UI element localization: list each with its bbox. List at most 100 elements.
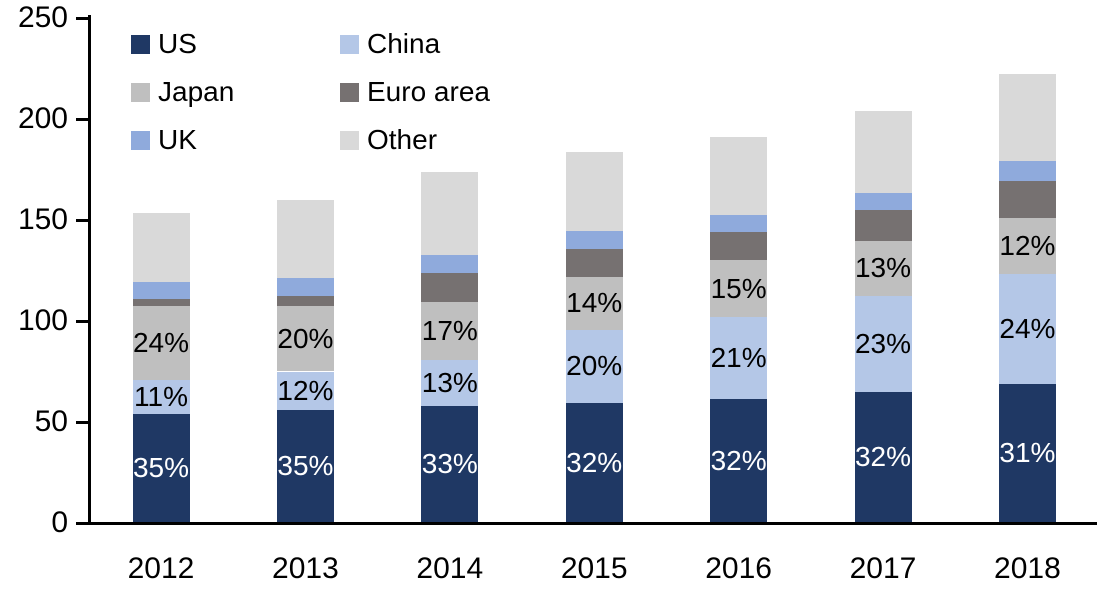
- segment-euro-area-2017: [854, 209, 912, 242]
- segment-japan-2017: [854, 241, 912, 296]
- legend-swatch-us-icon: [131, 34, 150, 54]
- y-tick-label-0: 0: [51, 506, 68, 539]
- legend-label-us: US: [158, 28, 197, 59]
- y-tick-250: [76, 16, 91, 20]
- segment-label-china-2017: 23%: [854, 327, 912, 359]
- segment-label-us-2018: 31%: [999, 437, 1056, 469]
- segment-uk-2015: [565, 231, 623, 250]
- segment-label-us-2017: 32%: [854, 441, 912, 473]
- segment-uk-2013: [276, 277, 334, 296]
- segment-other-2017: [854, 110, 912, 193]
- y-tick-label-100: 100: [17, 304, 68, 337]
- segment-other-2012: [132, 212, 190, 282]
- segment-us-2013: [276, 409, 334, 523]
- y-axis-line: [88, 15, 91, 525]
- legend-swatch-uk-icon: [131, 130, 150, 150]
- segment-label-japan-2015: 14%: [566, 287, 623, 319]
- y-tick-200: [76, 117, 91, 121]
- segment-us-2014: [421, 405, 479, 523]
- y-tick-label-150: 150: [17, 203, 68, 236]
- segment-japan-2013: [276, 305, 334, 372]
- segment-us-2012: [132, 413, 190, 523]
- segment-uk-2018: [998, 161, 1056, 181]
- legend-item-euro-area: Euro area: [340, 75, 560, 109]
- segment-other-2013: [276, 199, 334, 278]
- legend-label-other: Other: [367, 124, 438, 155]
- segment-other-2015: [565, 152, 623, 232]
- legend-swatch-china-icon: [340, 34, 359, 54]
- legend-item-japan: Japan: [131, 75, 351, 109]
- legend-item-us: US: [131, 27, 351, 61]
- legend-swatch-euro-area-icon: [340, 82, 359, 102]
- segment-label-japan-2012: 24%: [132, 326, 190, 358]
- segment-label-china-2015: 20%: [566, 350, 623, 382]
- segment-euro-area-2014: [421, 272, 479, 302]
- segment-japan-2015: [565, 276, 623, 331]
- segment-euro-area-2013: [276, 295, 334, 306]
- segment-uk-2012: [132, 281, 190, 299]
- segment-us-2017: [854, 391, 912, 523]
- segment-china-2015: [565, 330, 623, 403]
- segment-euro-area-2016: [710, 232, 768, 261]
- legend-item-other: Other: [340, 123, 560, 157]
- segment-label-japan-2017: 13%: [854, 252, 912, 284]
- y-tick-label-250: 250: [17, 1, 68, 34]
- segment-japan-2018: [998, 217, 1056, 274]
- segment-other-2018: [998, 73, 1056, 162]
- segment-label-china-2018: 24%: [999, 312, 1056, 344]
- segment-label-us-2015: 32%: [566, 446, 623, 478]
- segment-label-us-2016: 32%: [710, 444, 767, 476]
- segment-label-us-2014: 33%: [421, 448, 478, 480]
- segment-label-china-2016: 21%: [710, 341, 767, 373]
- x-tick-label-2017: 2017: [849, 552, 917, 585]
- segment-uk-2016: [710, 214, 768, 233]
- segment-china-2012: [132, 379, 190, 414]
- segment-other-2014: [421, 171, 479, 256]
- x-tick-label-2013: 2013: [272, 552, 339, 585]
- segment-us-2015: [565, 402, 623, 523]
- x-tick-label-2014: 2014: [416, 552, 484, 585]
- segment-label-japan-2018: 12%: [999, 229, 1056, 261]
- y-tick-label-200: 200: [17, 102, 68, 135]
- segment-label-china-2014: 13%: [421, 367, 478, 399]
- segment-uk-2017: [854, 192, 912, 210]
- legend-swatch-other-icon: [340, 130, 359, 150]
- legend-label-japan: Japan: [158, 76, 235, 107]
- x-axis-line: [76, 521, 1097, 525]
- legend-label-uk: UK: [158, 124, 197, 155]
- segment-japan-2012: [132, 305, 190, 380]
- segment-label-us-2013: 35%: [277, 450, 334, 482]
- y-tick-100: [76, 319, 91, 323]
- y-tick-150: [76, 218, 91, 222]
- x-tick-label-2012: 2012: [127, 552, 195, 585]
- segment-label-japan-2013: 20%: [277, 322, 334, 354]
- segment-label-us-2012: 35%: [132, 452, 190, 484]
- legend-label-china: China: [367, 28, 441, 59]
- segment-us-2018: [998, 383, 1056, 523]
- y-tick-label-50: 50: [34, 405, 68, 438]
- legend-item-uk: UK: [131, 123, 351, 157]
- segment-japan-2014: [421, 301, 479, 361]
- x-tick-label-2015: 2015: [560, 552, 628, 585]
- legend-item-china: China: [340, 27, 560, 61]
- segment-euro-area-2015: [565, 249, 623, 277]
- segment-china-2017: [854, 295, 912, 392]
- y-tick-50: [76, 420, 91, 424]
- segment-label-japan-2014: 17%: [421, 315, 478, 347]
- segment-japan-2016: [710, 260, 768, 317]
- segment-china-2018: [998, 273, 1056, 384]
- segment-us-2016: [710, 398, 768, 523]
- segment-other-2016: [710, 137, 768, 215]
- segment-china-2013: [276, 371, 334, 410]
- legend-swatch-japan-icon: [131, 82, 150, 102]
- segment-label-china-2013: 12%: [277, 374, 334, 406]
- segment-label-china-2012: 11%: [134, 380, 188, 412]
- segment-euro-area-2018: [998, 180, 1056, 218]
- segment-china-2016: [710, 316, 768, 399]
- x-tick-label-2018: 2018: [994, 552, 1061, 585]
- segment-uk-2014: [421, 255, 479, 273]
- segment-euro-area-2012: [132, 298, 190, 306]
- x-tick-label-2016: 2016: [705, 552, 772, 585]
- segment-label-japan-2016: 15%: [710, 272, 767, 304]
